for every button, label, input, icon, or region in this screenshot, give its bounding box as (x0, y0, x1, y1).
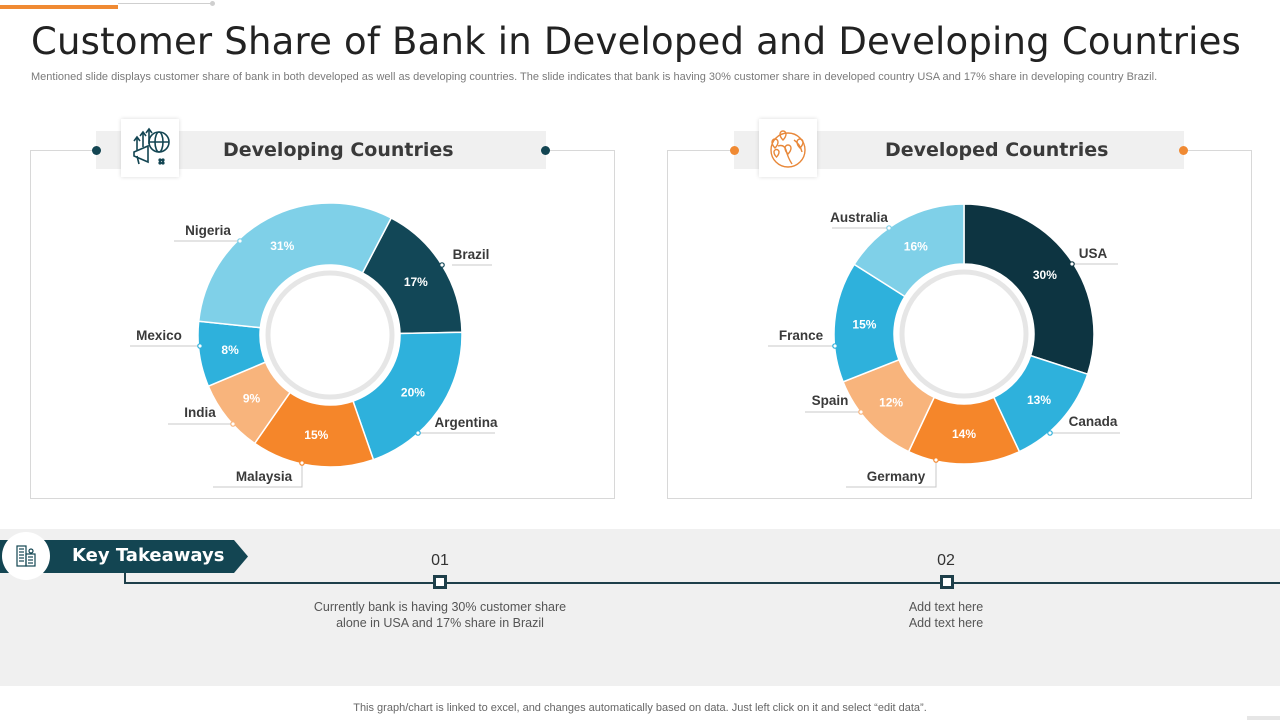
developed-panel-title: Developed Countries (885, 139, 1109, 161)
callout-dot (1069, 261, 1075, 267)
page-title: Customer Share of Bank in Developed and … (31, 20, 1242, 63)
segment-value-label: 14% (952, 427, 976, 441)
takeaway-line: Add text here (908, 600, 984, 614)
header-dot-right (1179, 146, 1188, 155)
takeaway-line: alone in USA and 17% share in Brazil (336, 616, 544, 630)
developing-panel-title: Developing Countries (223, 139, 454, 161)
callout-dot (197, 343, 203, 349)
callout-dot (237, 238, 243, 244)
segment-value-label: 20% (401, 386, 425, 400)
donut-segment[interactable] (853, 203, 965, 298)
donut-segment[interactable] (197, 202, 393, 329)
takeaway-text: Currently bank is having 30% customer sh… (260, 599, 620, 631)
category-label: Canada (1069, 414, 1118, 429)
donut-center-ring (265, 270, 395, 400)
buildings-icon (16, 545, 36, 567)
category-label: Brazil (453, 247, 490, 262)
key-takeaways-label: Key Takeaways (72, 545, 225, 566)
timeline-connector (124, 573, 126, 583)
takeaway-line: Currently bank is having 30% customer sh… (313, 600, 567, 614)
donut-center-ring (899, 269, 1029, 399)
segment-value-label: 12% (879, 395, 903, 409)
segment-value-label: 17% (404, 275, 428, 289)
category-label: India (184, 405, 216, 420)
developed-donut[interactable]: 30% USA 13% Canada 14% Germany 12% Spain 15% Fran… (768, 203, 1120, 488)
developing-icon-box (121, 119, 179, 177)
top-accent-line (118, 3, 212, 4)
callout-dot (1047, 430, 1053, 436)
donut-segment[interactable] (963, 203, 1095, 376)
top-accent-dot (210, 1, 215, 6)
category-label: Argentina (434, 415, 497, 430)
header-dot-left (92, 146, 101, 155)
callout-dot (439, 262, 445, 268)
segment-value-label: 16% (904, 239, 928, 253)
takeaway-number: 02 (937, 552, 955, 569)
callout-dot (886, 225, 892, 231)
segment-value-label: 15% (304, 428, 328, 442)
key-takeaways-icon-circle (2, 532, 50, 580)
category-label: USA (1079, 246, 1108, 261)
takeaway-text: Add text here Add text here (846, 599, 1046, 631)
segment-value-label: 30% (1033, 268, 1057, 282)
category-label: Nigeria (185, 223, 231, 238)
segment-value-label: 13% (1027, 393, 1051, 407)
header-dot-right (541, 146, 550, 155)
page-subtitle: Mentioned slide displays customer share … (31, 71, 1158, 83)
corner-tab (1247, 716, 1280, 720)
segment-value-label: 15% (852, 318, 876, 332)
segment-value-label: 31% (270, 239, 294, 253)
megaphone-globe-growth-icon (133, 127, 170, 165)
takeaway-number: 01 (431, 552, 449, 569)
header-dot-left (730, 146, 739, 155)
timeline-marker (433, 575, 447, 589)
category-label: France (779, 328, 824, 343)
takeaway-line: Add text here (908, 616, 984, 630)
footer-note: This graph/chart is linked to excel, and… (353, 702, 927, 714)
callout-dot (933, 457, 939, 463)
category-label: Malaysia (236, 469, 293, 484)
category-label: Australia (830, 210, 888, 225)
callout-line (846, 460, 937, 488)
callout-dot (858, 409, 864, 415)
callout-dot (299, 460, 305, 466)
segment-value-label: 9% (243, 392, 261, 406)
top-accent-bar (0, 5, 118, 9)
category-label: Spain (812, 393, 849, 408)
timeline-marker (940, 575, 954, 589)
callout-dot (832, 343, 838, 349)
segment-value-label: 8% (221, 343, 239, 357)
developed-icon-box (759, 119, 817, 177)
category-label: Germany (867, 469, 926, 484)
donut-segment[interactable] (352, 331, 463, 461)
timeline-line (124, 582, 1280, 584)
developing-donut[interactable]: 17% Brazil 20% Argentina 15% Malaysia 9% India 8… (130, 202, 498, 488)
globe-location-pins-icon (770, 130, 806, 168)
callout-dot (230, 421, 236, 427)
category-label: Mexico (136, 328, 182, 343)
callout-dot (415, 430, 421, 436)
callout-line (213, 463, 303, 488)
